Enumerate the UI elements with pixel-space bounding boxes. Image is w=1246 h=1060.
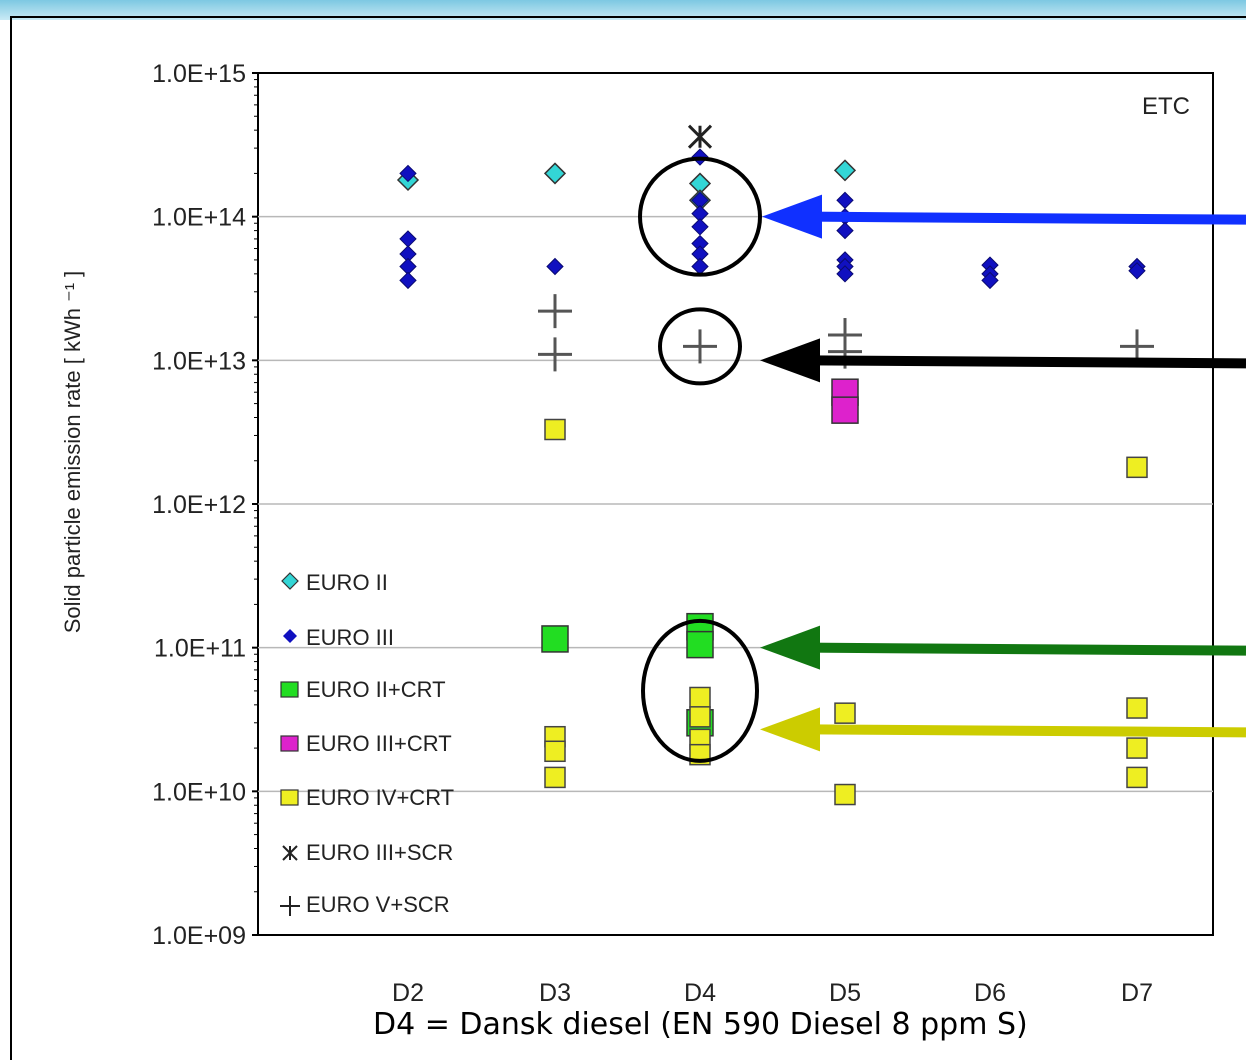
legend-label: EURO III [306,625,394,650]
x-tick-label: D7 [1121,979,1153,1007]
legend-label: EURO III+SCR [306,840,453,865]
legend-item: EURO II [281,570,388,595]
legend-item: EURO III [283,625,394,650]
data-point [399,164,417,183]
y-tick-label: 1.0E+15 [152,60,246,88]
data-point [683,329,717,364]
data-point [689,706,711,728]
data-point [538,337,572,372]
y-axis-title: Solid particle emission rate [ kWh ⁻¹ ] [60,271,85,634]
y-tick-label: 1.0E+10 [152,778,246,806]
annotation-arrow [760,707,1246,752]
data-point [1126,697,1148,719]
data-point [1126,737,1148,759]
footnote: D4 = Dansk diesel (EN 590 Diesel 8 ppm S… [373,1007,1028,1042]
data-point [834,702,856,724]
data-point [831,396,859,424]
annotation-arrow [760,625,1246,670]
legend-label: EURO IV+CRT [306,785,454,810]
annotation-arrow [760,338,1246,383]
etc-annotation: ETC [1142,93,1190,120]
highlight-circle [638,156,762,277]
y-tick-label: 1.0E+13 [152,347,246,375]
x-axis-ticks: D2 D3 D4 D5 D6 D7 [392,979,1153,1007]
data-point [1126,456,1148,479]
legend: EURO II EURO III EURO II+CRT EURO III+CRT EU… [280,570,454,917]
y-tick-label: 1.0E+12 [152,491,246,519]
y-axis-ticks: 1.0E+09 1.0E+10 1.0E+11 1.0E+12 1.0E+13 1.0E+… [152,60,258,950]
y-tick-label: 1.0E+14 [152,204,246,232]
slide-frame [10,16,1246,1060]
data-point [691,218,709,236]
x-tick-label: D5 [829,979,861,1007]
legend-label: EURO II+CRT [306,677,446,702]
legend-label: EURO V+SCR [306,892,450,917]
legend-label: EURO III+CRT [306,731,452,756]
legend-item: EURO V+SCR [280,892,450,917]
data-point [687,124,713,149]
x-tick-label: D2 [392,979,424,1007]
data-point [1126,766,1148,789]
y-tick-label: 1.0E+09 [152,922,246,950]
data-point [544,766,566,789]
data-point [836,265,854,283]
data-point [544,740,566,763]
data-point [981,271,999,290]
highlight-circle [641,618,759,763]
highlight-circles [638,156,762,763]
legend-item: EURO IV+CRT [280,785,454,810]
legend-item: EURO III+SCR [282,840,453,865]
x-tick-label: D4 [684,979,716,1007]
data-point [538,294,572,329]
data-point [1128,262,1146,280]
title-bar-strip [0,0,1246,20]
data-point [689,686,711,709]
highlight-circle [658,307,742,386]
x-tick-label: D3 [539,979,571,1007]
data-point [541,625,569,653]
x-tick-label: D6 [974,979,1006,1007]
legend-item: EURO II+CRT [280,677,446,702]
data-point [834,783,856,806]
data-point [543,162,567,185]
legend-label: EURO II [306,570,388,595]
data-point [544,418,566,441]
data-point [399,271,417,290]
data-point [546,257,564,276]
y-tick-label: 1.0E+11 [154,635,246,663]
legend-item: EURO III+CRT [280,731,452,756]
data-point [686,630,714,659]
annotation-arrows [760,194,1246,752]
data-point [833,159,857,182]
data-point [836,221,854,240]
annotation-arrow [762,194,1246,239]
data-points [396,124,1154,806]
